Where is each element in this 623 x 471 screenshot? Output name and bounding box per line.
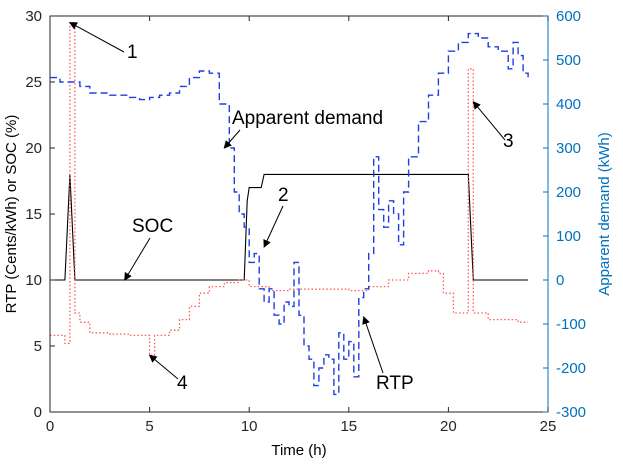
annotation-label: RTP	[376, 373, 414, 394]
annotation-label: Apparent demand	[232, 108, 383, 129]
annotation-arrow	[69, 22, 125, 53]
y-right-tick-label: -100	[556, 316, 586, 333]
series-line-apparent-demand	[50, 32, 529, 396]
annotation-label: 3	[503, 131, 514, 152]
annotation-arrow	[263, 205, 284, 248]
y-right-tick-label: -300	[556, 404, 586, 421]
x-tick-label: 5	[145, 418, 153, 435]
y-right-tick-label: -200	[556, 360, 586, 377]
x-tick-label: 10	[241, 418, 258, 435]
series-line-rtp	[50, 21, 529, 356]
annotation-arrow	[362, 316, 384, 374]
y-left-tick-label: 30	[25, 8, 42, 25]
annotation-group: 1 Apparent demand 2 3 SOC 4 RTP	[69, 22, 514, 394]
annotation-label: 1	[127, 42, 138, 63]
tick-group: 0 5 10 15 20 25 0 5 10 15 20 25 30 -300 -200 -100 0 100 20…	[25, 8, 586, 435]
y-right-tick-label: 300	[556, 140, 581, 157]
annotation-arrow	[148, 354, 179, 380]
y-right-tick-label: 400	[556, 96, 581, 113]
y-right-tick-label: 100	[556, 228, 581, 245]
annotation-arrow	[124, 237, 151, 281]
annotation-arrow	[223, 129, 241, 149]
y-left-tick-label: 10	[25, 272, 42, 289]
y-left-tick-label: 15	[25, 206, 42, 223]
y-left-tick-label: 5	[34, 338, 42, 355]
x-tick-label: 20	[440, 418, 457, 435]
y-axis-left-label: RTP (Cents/kWh) or SOC (%)	[3, 115, 20, 314]
annotation-label: SOC	[132, 216, 173, 237]
y-left-tick-label: 0	[34, 404, 42, 421]
y-right-tick-label: 600	[556, 8, 581, 25]
series-line-soc	[50, 173, 529, 281]
x-tick-label: 25	[540, 418, 557, 435]
x-axis-label: Time (h)	[271, 442, 326, 459]
annotation-arrow	[472, 101, 506, 141]
y-right-tick-label: 500	[556, 52, 581, 69]
x-tick-label: 15	[340, 418, 357, 435]
x-tick-label: 0	[46, 418, 54, 435]
plot-lines	[50, 21, 529, 396]
y-left-tick-label: 25	[25, 74, 42, 91]
y-axis-right-label: Apparent demand (kWh)	[596, 132, 613, 295]
y-right-tick-label: 0	[556, 272, 564, 289]
annotation-label: 2	[278, 185, 289, 206]
annotation-label: 4	[177, 373, 188, 394]
y-left-tick-label: 20	[25, 140, 42, 157]
y-right-tick-label: 200	[556, 184, 581, 201]
